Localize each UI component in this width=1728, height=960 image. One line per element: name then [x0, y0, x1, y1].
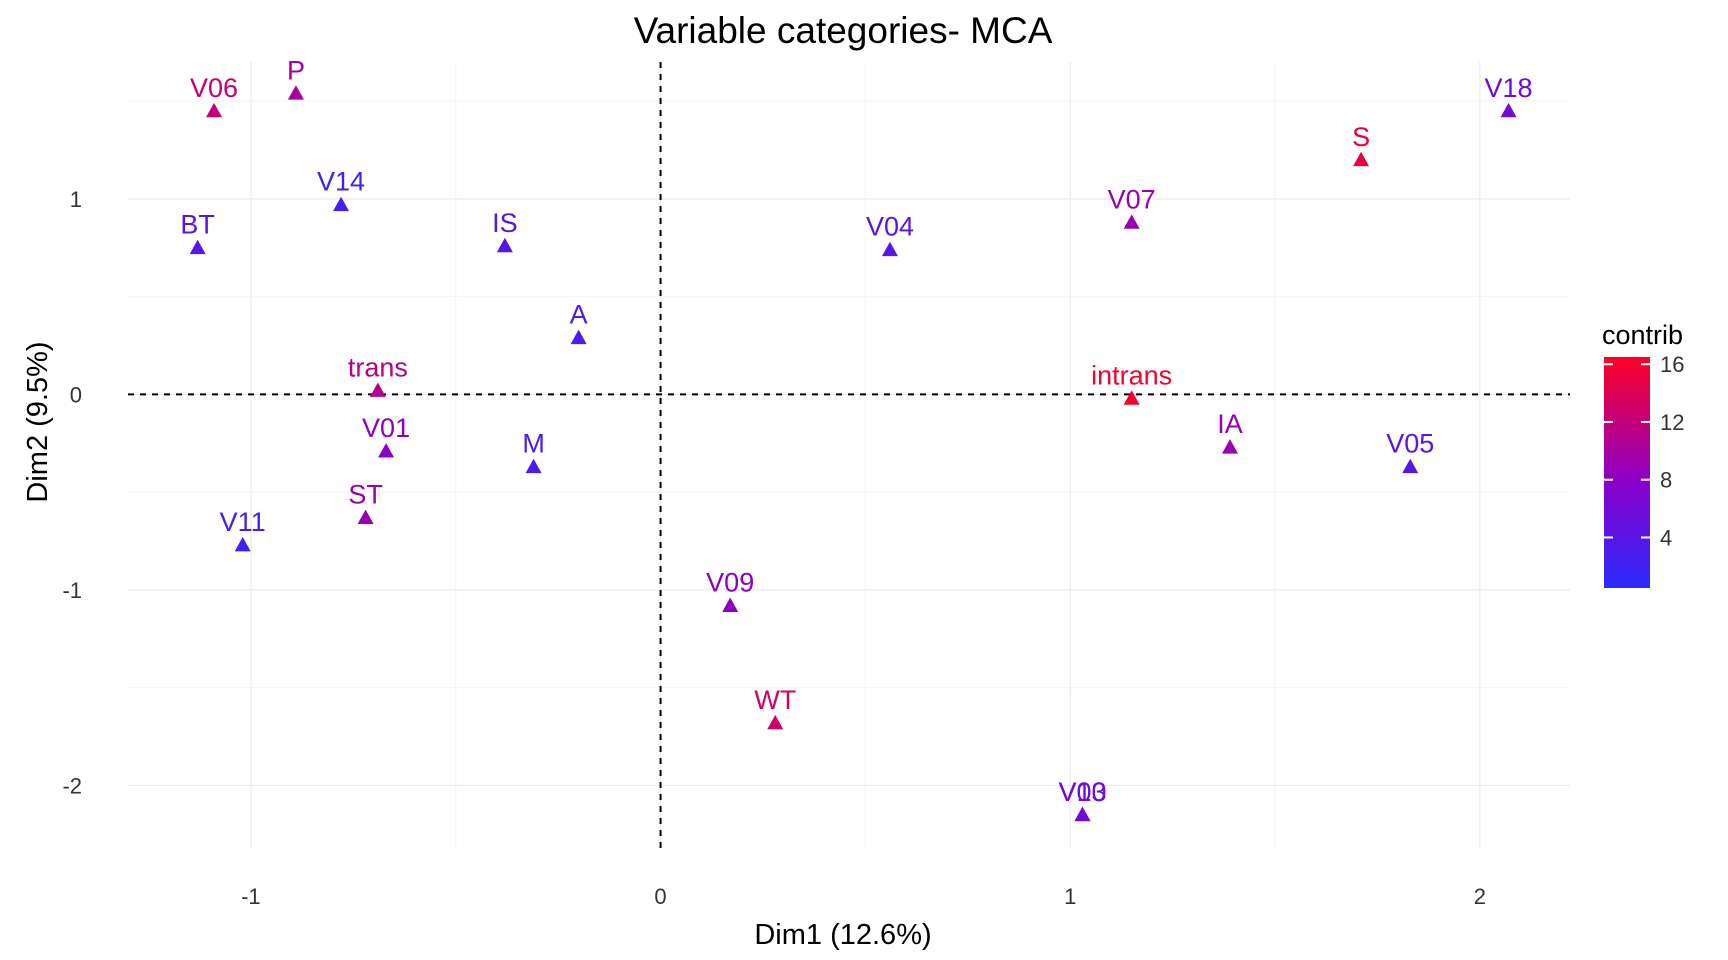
- point-label: V07: [1108, 184, 1156, 214]
- tick-labels: -1 0 1 2 -2 -1 0 1: [62, 187, 1486, 909]
- x-tick-label: 1: [1064, 884, 1076, 909]
- point-marker: [767, 714, 784, 730]
- point-label: A: [570, 300, 588, 330]
- y-tick-label: -1: [62, 578, 82, 603]
- reference-lines: [128, 62, 1570, 848]
- point-label: P: [287, 55, 305, 85]
- legend-tick-label: 8: [1660, 468, 1672, 493]
- legend-tick-label: 4: [1660, 525, 1672, 550]
- point-label: V04: [866, 212, 914, 242]
- chart-title: Variable categories- MCA: [634, 10, 1053, 51]
- legend-ticks: 4 8 12 16: [1604, 352, 1684, 550]
- point-label: BT: [180, 210, 215, 240]
- point-marker: [570, 329, 587, 345]
- x-tick-label: 0: [654, 884, 666, 909]
- point-marker: [189, 239, 206, 255]
- x-axis-title: Dim1 (12.6%): [754, 919, 931, 951]
- y-tick-label: -2: [62, 773, 82, 798]
- point-marker: [1402, 458, 1419, 474]
- point-label: WT: [754, 685, 796, 715]
- point-label: intrans: [1091, 360, 1172, 390]
- y-tick-label: 0: [70, 382, 82, 407]
- point-label: IA: [1217, 409, 1243, 439]
- y-axis-title: Dim2 (9.5%): [22, 341, 54, 502]
- data-points: [189, 85, 1517, 822]
- x-tick-label: 2: [1474, 884, 1486, 909]
- point-label: V10: [1058, 777, 1106, 807]
- point-marker: [1500, 102, 1517, 118]
- point-label: trans: [348, 352, 408, 382]
- x-tick-label: -1: [241, 884, 261, 909]
- point-label: V06: [190, 73, 238, 103]
- point-marker: [1123, 390, 1140, 405]
- point-marker: [1074, 806, 1091, 822]
- point-marker: [722, 597, 739, 612]
- point-label: V18: [1485, 73, 1533, 103]
- point-marker: [206, 102, 223, 118]
- point-marker: [496, 237, 513, 253]
- point-label: ST: [348, 480, 383, 510]
- point-label: V11: [220, 507, 266, 537]
- point-marker: [357, 509, 374, 524]
- point-marker: [234, 536, 251, 552]
- y-tick-label: 1: [70, 187, 82, 212]
- point-marker: [369, 382, 386, 397]
- legend-colorbar: [1604, 357, 1650, 588]
- point-label: V03: [1058, 777, 1106, 807]
- point-label: M: [522, 429, 545, 459]
- point-marker: [1353, 151, 1370, 167]
- point-marker: [881, 241, 898, 257]
- point-label: IS: [492, 208, 518, 238]
- point-marker: [287, 85, 304, 100]
- legend: contrib 4 8 12 16: [1602, 320, 1684, 588]
- point-marker: [1221, 439, 1238, 454]
- legend-title: contrib: [1602, 320, 1683, 350]
- point-label: V14: [317, 167, 365, 197]
- point-label: V01: [362, 413, 410, 443]
- legend-tick-label: 12: [1660, 410, 1684, 435]
- point-label: S: [1352, 122, 1370, 152]
- point-marker: [525, 458, 542, 474]
- legend-tick-label: 16: [1660, 352, 1684, 377]
- point-marker: [1123, 214, 1140, 229]
- point-label: V05: [1386, 429, 1434, 459]
- point-marker: [378, 443, 395, 458]
- point-marker: [333, 196, 350, 212]
- point-label: V09: [706, 568, 754, 598]
